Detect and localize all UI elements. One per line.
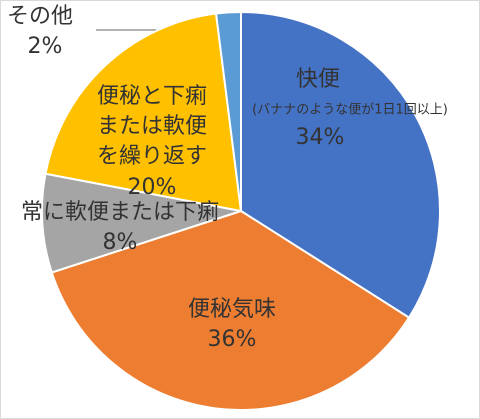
slice-label: 快便 xyxy=(296,67,340,92)
slice-label: 便秘と下痢または軟便を繰り返す xyxy=(97,84,207,169)
pie-slice xyxy=(240,10,441,320)
pie-slice xyxy=(50,209,411,411)
value-label: 8% xyxy=(103,230,138,255)
pie-slice xyxy=(44,12,243,213)
pie-slice xyxy=(41,172,242,274)
value-label: 20% xyxy=(128,175,177,200)
value-label: 2% xyxy=(28,34,63,59)
slice-label: 常に軟便または下痢 xyxy=(21,200,219,225)
value-label: 36% xyxy=(208,327,257,352)
slice-label: 便秘気味 xyxy=(188,297,276,322)
value-label: 34% xyxy=(296,125,345,150)
pie-slice xyxy=(214,10,242,212)
slice-label: その他 xyxy=(7,4,73,29)
annotation: (バナナのような便が1日1回以上) xyxy=(252,103,448,118)
